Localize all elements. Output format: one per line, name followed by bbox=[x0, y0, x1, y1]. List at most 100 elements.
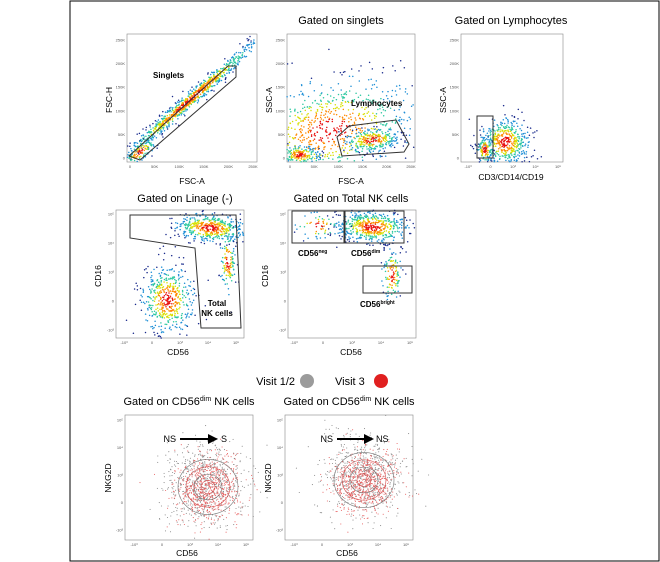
event-dot bbox=[232, 268, 235, 270]
event-dot bbox=[375, 158, 378, 161]
event-dot bbox=[391, 121, 394, 123]
event-dot bbox=[192, 504, 194, 506]
event-dot bbox=[210, 478, 212, 480]
event-dot bbox=[161, 118, 164, 120]
tick-label: -10³ bbox=[464, 164, 472, 169]
event-dot bbox=[307, 130, 310, 133]
event-dot bbox=[194, 314, 196, 316]
event-dot bbox=[486, 160, 489, 163]
event-dot bbox=[176, 510, 178, 512]
event-dot bbox=[232, 264, 234, 267]
event-dot bbox=[213, 227, 216, 229]
event-dot bbox=[491, 140, 493, 142]
event-dot bbox=[162, 110, 164, 113]
event-dot bbox=[224, 511, 226, 513]
event-dot bbox=[168, 269, 171, 271]
event-dot bbox=[177, 107, 179, 110]
event-dot bbox=[202, 235, 205, 238]
event-dot bbox=[133, 148, 136, 150]
event-dot bbox=[478, 161, 481, 163]
event-dot bbox=[228, 267, 230, 269]
event-dot bbox=[216, 69, 218, 72]
event-dot bbox=[368, 149, 371, 151]
event-dot bbox=[206, 484, 208, 486]
event-dot bbox=[161, 276, 163, 279]
event-dot bbox=[159, 312, 161, 314]
event-dot bbox=[156, 131, 159, 134]
event-dot bbox=[226, 261, 229, 264]
event-dot bbox=[392, 274, 395, 276]
event-dot bbox=[155, 308, 157, 311]
tick-label: 0 bbox=[489, 164, 492, 169]
event-dot bbox=[513, 150, 515, 152]
event-dot bbox=[201, 444, 204, 446]
event-dot bbox=[484, 151, 487, 153]
event-dot bbox=[387, 259, 390, 262]
event-dot bbox=[487, 159, 490, 161]
event-dot bbox=[193, 500, 195, 502]
event-dot bbox=[316, 238, 318, 240]
event-dot bbox=[341, 117, 344, 119]
event-dot bbox=[196, 509, 198, 511]
event-dot bbox=[311, 102, 314, 104]
event-dot bbox=[213, 502, 215, 504]
event-dot bbox=[319, 122, 322, 125]
event-dot bbox=[172, 282, 175, 285]
event-dot bbox=[362, 217, 365, 220]
event-dot bbox=[327, 157, 330, 160]
event-dot bbox=[248, 47, 250, 49]
event-dot bbox=[384, 270, 387, 273]
event-dot bbox=[518, 137, 520, 140]
event-dot bbox=[286, 95, 288, 98]
event-dot bbox=[189, 242, 191, 244]
event-dot bbox=[189, 281, 192, 283]
event-dot bbox=[156, 120, 158, 123]
event-dot bbox=[196, 219, 199, 221]
event-dot bbox=[232, 252, 234, 254]
event-dot bbox=[486, 155, 489, 158]
event-dot bbox=[188, 220, 191, 223]
event-dot bbox=[166, 126, 168, 128]
event-dot bbox=[302, 240, 305, 242]
event-dot bbox=[483, 142, 485, 145]
event-dot bbox=[207, 279, 209, 281]
event-dot bbox=[206, 233, 209, 235]
event-dot bbox=[382, 217, 385, 220]
event-dot bbox=[207, 229, 209, 232]
event-dot bbox=[215, 235, 218, 237]
y-axis-label: SSC-A bbox=[438, 87, 448, 113]
event-dot bbox=[400, 267, 402, 269]
event-dot bbox=[307, 112, 309, 115]
event-dot bbox=[154, 334, 156, 336]
event-dot bbox=[234, 224, 237, 227]
event-dot bbox=[502, 118, 505, 121]
event-dot bbox=[222, 67, 225, 69]
plot-frame bbox=[115, 209, 245, 339]
event-dot bbox=[496, 136, 498, 138]
event-dot bbox=[163, 309, 166, 312]
event-dot bbox=[138, 153, 140, 155]
event-dot bbox=[395, 267, 397, 269]
x-axis-label: FSC-A bbox=[179, 176, 205, 186]
event-dot bbox=[487, 145, 489, 147]
event-dot bbox=[395, 121, 397, 123]
panel-lymphocytes: Gated on singlets Lymphocytes FSC-A SSC-… bbox=[264, 15, 416, 186]
event-dot bbox=[171, 317, 173, 320]
event-dot bbox=[393, 281, 395, 284]
event-dot bbox=[224, 487, 226, 489]
event-dot bbox=[222, 230, 225, 232]
event-dot bbox=[205, 232, 207, 235]
event-dot bbox=[149, 292, 152, 294]
event-dot bbox=[393, 227, 395, 229]
event-dot bbox=[187, 499, 189, 501]
event-dot bbox=[232, 262, 235, 265]
event-dot bbox=[368, 238, 371, 241]
event-dot bbox=[383, 248, 385, 250]
event-dot bbox=[169, 109, 172, 112]
event-dot bbox=[224, 257, 226, 259]
event-dot bbox=[158, 123, 160, 126]
event-dot bbox=[365, 139, 368, 142]
event-dot bbox=[366, 132, 369, 134]
event-dot bbox=[350, 211, 353, 214]
event-dot bbox=[163, 278, 166, 281]
